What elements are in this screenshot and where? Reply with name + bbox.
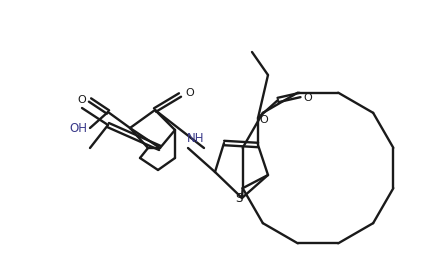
- Text: OH: OH: [69, 121, 87, 134]
- Text: O: O: [304, 93, 312, 103]
- Text: O: O: [78, 95, 86, 105]
- Text: NH: NH: [187, 132, 205, 145]
- Text: S: S: [235, 192, 243, 205]
- Text: O: O: [260, 115, 268, 125]
- Text: O: O: [186, 88, 195, 98]
